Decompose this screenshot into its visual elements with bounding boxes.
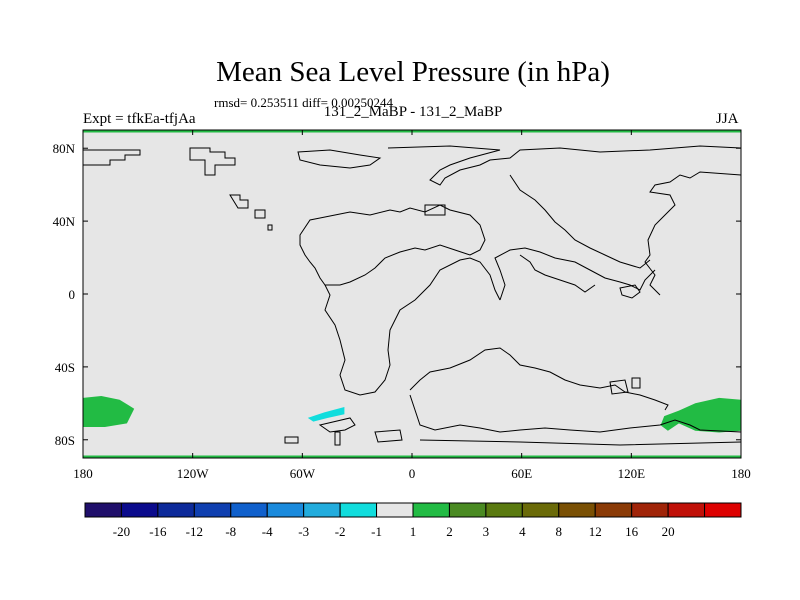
colorbar-swatch bbox=[558, 502, 596, 518]
colorbar-label: 20 bbox=[662, 524, 675, 539]
colorbar-swatch bbox=[339, 502, 378, 518]
anomaly-region-weddell-negative bbox=[307, 407, 345, 422]
colorbar-label: 2 bbox=[446, 524, 453, 539]
lon-tick-label: 120W bbox=[177, 466, 210, 481]
colorbar: -20 -16 -12 -8 -4 -3 -2 -1 1 2 3 4 8 12 16 20 bbox=[84, 502, 742, 539]
lat-tick-label: 0 bbox=[69, 287, 76, 302]
colorbar-swatch bbox=[594, 502, 633, 518]
colorbar-label: 4 bbox=[519, 524, 526, 539]
colorbar-label: 16 bbox=[625, 524, 639, 539]
experiment-label: Expt = tfkEa-tfjAa bbox=[83, 111, 196, 127]
colorbar-swatch bbox=[704, 502, 742, 518]
colorbar-label: 3 bbox=[483, 524, 490, 539]
colorbar-label: -8 bbox=[225, 524, 236, 539]
colorbar-label: -16 bbox=[149, 524, 167, 539]
anomaly-layer bbox=[83, 396, 741, 433]
map-layer: 180 120W 60W 0 60E 120E 180 80N 40N 0 40S 80S bbox=[53, 129, 751, 481]
axis-ticks bbox=[82, 130, 742, 458]
colorbar-label: -1 bbox=[371, 524, 382, 539]
colorbar-swatch bbox=[521, 502, 560, 518]
colorbar-swatch bbox=[448, 502, 487, 518]
map-background bbox=[83, 130, 741, 458]
colorbar-label: -20 bbox=[113, 524, 130, 539]
colorbar-swatch bbox=[303, 502, 341, 518]
colorbar-label: 12 bbox=[589, 524, 602, 539]
map-subtitle: 131_2_MaBP - 131_2_MaBP bbox=[323, 104, 503, 120]
axis-tick-labels: 180 120W 60W 0 60E 120E 180 80N 40N 0 40S 80S bbox=[53, 141, 751, 481]
anomaly-region-southeast-pacific-positive bbox=[660, 397, 741, 433]
coastlines bbox=[83, 145, 742, 446]
lon-tick-label: 0 bbox=[409, 466, 416, 481]
colorbar-swatch bbox=[230, 502, 268, 518]
lon-tick-label: 180 bbox=[73, 466, 93, 481]
statistics-line: rmsd= 0.253511 diff= 0.00250244 bbox=[214, 95, 393, 110]
anomaly-region-southwest-pacific-positive bbox=[83, 396, 135, 427]
lon-tick-label: 60W bbox=[290, 466, 316, 481]
lat-tick-label: 80S bbox=[55, 433, 75, 448]
colorbar-swatch bbox=[631, 502, 669, 518]
colorbar-label: 8 bbox=[556, 524, 563, 539]
colorbar-swatch bbox=[157, 502, 195, 518]
lon-tick-label: 180 bbox=[731, 466, 751, 481]
lat-tick-label: 80N bbox=[53, 141, 76, 156]
colorbar-swatch bbox=[120, 502, 159, 518]
colorbar-swatch bbox=[266, 502, 305, 518]
lat-tick-label: 40S bbox=[55, 360, 75, 375]
colorbar-swatch bbox=[485, 502, 523, 518]
colorbar-swatch bbox=[667, 502, 706, 518]
colorbar-swatch bbox=[376, 502, 414, 518]
lon-tick-label: 60E bbox=[511, 466, 532, 481]
colorbar-swatch bbox=[412, 502, 450, 518]
colorbar-swatch bbox=[193, 502, 232, 518]
colorbar-label: -4 bbox=[262, 524, 273, 539]
colorbar-swatch bbox=[84, 502, 122, 518]
season-label: JJA bbox=[716, 111, 739, 127]
page-title: Mean Sea Level Pressure (in hPa) bbox=[216, 56, 610, 88]
lat-tick-label: 40N bbox=[53, 214, 76, 229]
colorbar-label: 1 bbox=[410, 524, 417, 539]
colorbar-label: -12 bbox=[186, 524, 203, 539]
lon-tick-label: 120E bbox=[618, 466, 646, 481]
colorbar-label: -2 bbox=[335, 524, 346, 539]
colorbar-label: -3 bbox=[298, 524, 309, 539]
